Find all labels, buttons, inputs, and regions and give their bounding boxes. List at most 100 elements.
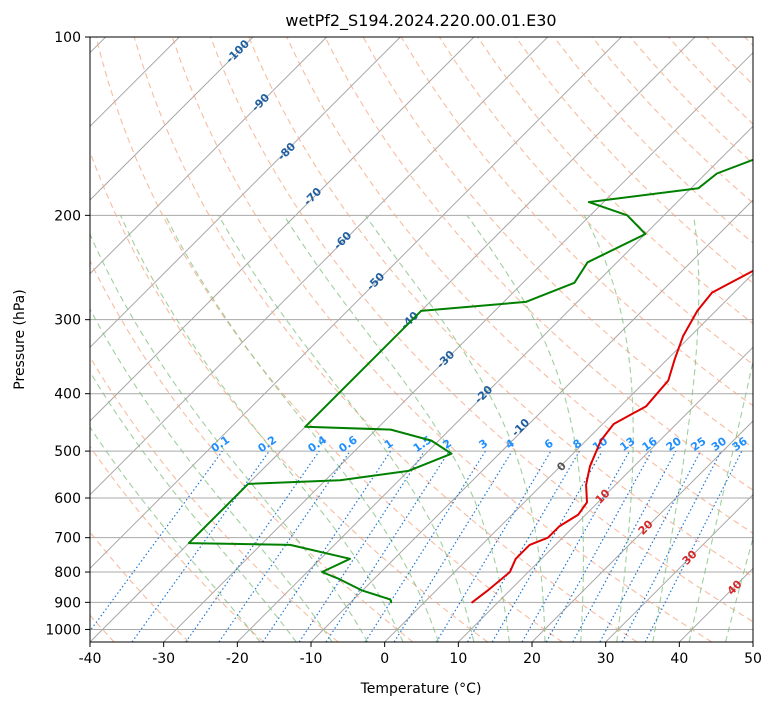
x-tick-label: 20 [523,651,541,667]
plot-frame [89,36,754,643]
isotherm-label: -50 [364,270,387,293]
x-tick-label: 30 [597,651,615,667]
dry-adiabat-line [90,150,488,642]
isotherm-line [90,37,254,201]
background-lines [90,37,753,642]
mixing-ratio-line [393,450,513,642]
mixing-ratio-label: 0.1 [209,433,232,455]
dry-adiabat-line [515,37,753,284]
dry-adiabat-line [248,37,753,578]
moist-adiabat-line [652,215,700,642]
isotherm-line [163,51,753,642]
mixing-ratio-line [364,450,486,642]
isotherm-line [236,125,753,642]
dewpoint-profile-line [187,158,753,604]
isotherm-line [531,420,753,642]
dry-adiabat-line [90,356,339,642]
mixing-ratio-label: 0.6 [336,433,360,455]
y-tick-label: 800 [54,565,81,581]
y-tick-label: 600 [54,491,81,507]
moist-adiabat-line [688,358,753,642]
moist-adiabat-line [283,215,510,642]
dry-adiabat-line [286,37,753,534]
mixing-ratio-line [325,450,450,642]
isotherm-line [90,37,475,422]
moist-adiabat-line [364,214,546,642]
x-axis-title: Temperature (°C) [360,681,482,697]
y-tick-label: 100 [54,30,81,46]
isotherm-label: -10 [509,416,532,439]
temperature-profile-line [471,269,753,604]
moist-adiabat-line [725,536,753,642]
moist-adiabat-line [90,426,261,642]
x-tick-label: 0 [380,651,389,667]
x-tick-label: 10 [449,651,467,667]
dry-adiabat-line [133,37,638,642]
mixing-ratio-line [185,450,320,642]
mixing-ratio-line [466,450,580,642]
mixing-ratio-line [491,450,603,642]
mixing-ratio-line [262,450,392,642]
isotherm-line [310,199,753,642]
mixing-ratio-line [521,450,631,642]
isotherm-line [605,493,753,642]
x-tick-label: -20 [226,651,249,667]
mixing-ratio-line [644,450,743,642]
isotherm-line [90,37,549,496]
axes: -40 -30 -20 -10 0 10 20 30 40 5010020030040050060… [45,30,762,667]
dry-adiabat-line [209,37,753,623]
dry-adiabat-line [706,37,753,86]
mixing-ratio-line [90,450,223,632]
y-axis-title: Pressure (hPa) [12,289,28,389]
moist-adiabat-line [90,307,333,642]
mixing-ratio-line [435,450,552,642]
dry-adiabat-line [171,37,712,642]
isotherm-label: -60 [331,229,354,252]
mixing-ratio-line [218,450,351,642]
isotherm-label: -70 [301,185,324,208]
isotherm-label: -40 [398,309,421,332]
mixing-ratio-label: 0.4 [306,433,330,455]
y-tick-label: 700 [54,531,81,547]
moist-adiabat-line [90,232,369,642]
mixing-ratio-label: 3 [477,437,491,452]
y-tick-label: 300 [54,313,81,329]
dry-adiabat-line [324,37,753,491]
isotherm-line [752,641,753,642]
mixing-ratio-label: 2 [440,437,454,452]
y-tick-label: 1000 [45,622,81,638]
moist-adiabat-label: 10 [593,486,613,506]
chart-title: wetPf2_S194.2024.220.00.01.E30 [285,11,556,31]
x-tick-label: -10 [300,651,323,667]
profile-lines [187,158,753,604]
dry-adiabat-line [667,37,753,125]
dry-adiabat-line [95,37,563,642]
isotherm-line [90,37,328,275]
moist-adiabat-line [119,215,404,642]
moist-adiabat-line [218,215,475,642]
mixing-ratio-line [545,450,653,642]
moist-adiabat-line [583,215,634,642]
mixing-ratio-label: 6 [542,437,556,452]
x-tick-label: 40 [670,651,688,667]
x-tick-label: -40 [79,651,102,667]
moist-adiabat-line [90,370,297,642]
dry-adiabat-line [90,445,264,642]
isotherm-line [90,37,622,570]
x-tick-label: -30 [152,651,175,667]
y-tick-label: 400 [54,387,81,403]
isotherm-line [384,272,753,642]
isotherm-label: -20 [472,383,495,406]
dry-adiabat-line [553,37,753,244]
moist-adiabat-line [164,215,440,642]
isotherm-label: -80 [275,140,298,163]
dry-adiabat-line [438,37,753,366]
y-tick-label: 500 [54,444,81,460]
dry-adiabat-line [591,37,753,204]
isotherm-line [457,346,753,642]
y-tick-label: 200 [54,208,81,224]
y-tick-label: 900 [54,595,81,611]
dry-adiabat-line [90,531,190,642]
isotherm-line [90,37,401,349]
